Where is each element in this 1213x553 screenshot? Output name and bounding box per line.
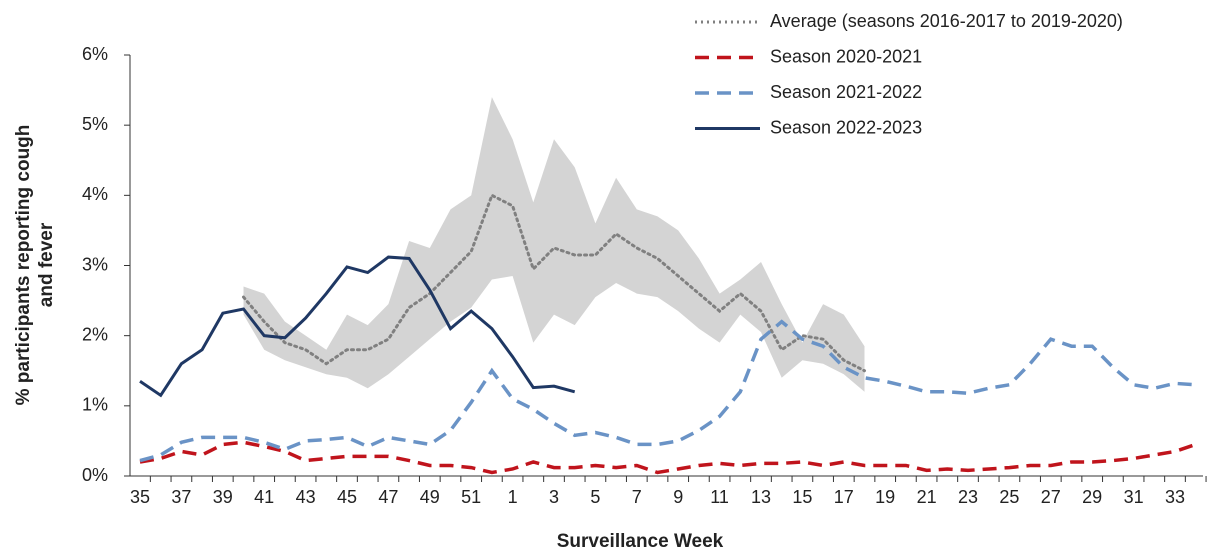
range-band [243, 97, 865, 392]
series-line [139, 440, 1197, 475]
x-tick-label: 13 [751, 487, 771, 507]
x-tick-label: 31 [1124, 487, 1144, 507]
y-tick-label: 0% [82, 465, 108, 485]
legend-label: Season 2022-2023 [770, 117, 922, 137]
y-axis-title: and fever [36, 222, 57, 307]
legend-label: Season 2020-2021 [770, 46, 922, 66]
x-tick-label: 35 [130, 487, 150, 507]
y-tick-label: 4% [82, 184, 108, 204]
x-tick-label: 23 [958, 487, 978, 507]
x-tick-label: 45 [337, 487, 357, 507]
x-tick-label: 39 [213, 487, 233, 507]
x-tick-label: 29 [1082, 487, 1102, 507]
x-tick-label: 3 [549, 487, 559, 507]
x-tick-label: 9 [673, 487, 683, 507]
series-line [139, 319, 1196, 463]
x-tick-label: 27 [1041, 487, 1061, 507]
x-tick-label: 25 [999, 487, 1019, 507]
y-axis-title: % participants reporting cough [13, 125, 34, 406]
x-tick-label: 1 [508, 487, 518, 507]
y-tick-label: 5% [82, 114, 108, 134]
x-tick-label: 7 [632, 487, 642, 507]
legend-label: Average (seasons 2016-2017 to 2019-2020) [770, 11, 1123, 31]
series-line [242, 193, 866, 373]
x-tick-label: 21 [917, 487, 937, 507]
x-tick-label: 33 [1165, 487, 1185, 507]
x-tick-label: 37 [171, 487, 191, 507]
x-tick-label: 51 [461, 487, 481, 507]
x-tick-label: 47 [378, 487, 398, 507]
y-tick-label: 1% [82, 395, 108, 415]
x-tick-label: 11 [710, 487, 729, 507]
x-tick-label: 5 [590, 487, 600, 507]
x-tick-label: 41 [254, 487, 274, 507]
series-line [139, 255, 576, 398]
y-tick-label: 2% [82, 324, 108, 344]
x-tick-label: 17 [834, 487, 854, 507]
legend-label: Season 2021-2022 [770, 82, 922, 102]
x-tick-label: 15 [792, 487, 812, 507]
x-axis-title: Surveillance Week [557, 531, 724, 552]
y-tick-label: 3% [82, 254, 108, 274]
x-tick-label: 49 [420, 487, 440, 507]
x-tick-label: 19 [875, 487, 895, 507]
y-tick-label: 6% [82, 44, 108, 64]
x-tick-label: 43 [296, 487, 316, 507]
